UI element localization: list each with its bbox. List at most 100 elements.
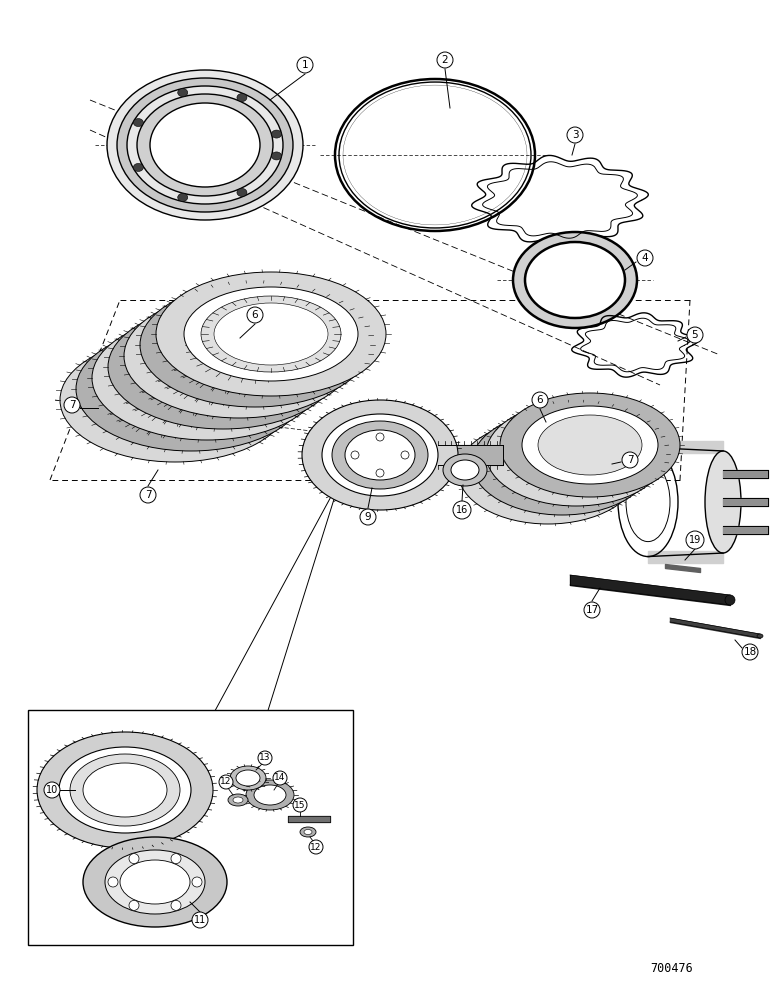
- Ellipse shape: [37, 732, 213, 848]
- Ellipse shape: [76, 327, 306, 451]
- Ellipse shape: [524, 424, 628, 484]
- Ellipse shape: [304, 830, 312, 834]
- Ellipse shape: [59, 747, 191, 833]
- Circle shape: [171, 900, 181, 910]
- Circle shape: [622, 452, 638, 468]
- Ellipse shape: [236, 770, 260, 786]
- Ellipse shape: [108, 305, 338, 429]
- Circle shape: [376, 433, 384, 441]
- Ellipse shape: [237, 188, 247, 196]
- Ellipse shape: [178, 193, 188, 201]
- Text: 5: 5: [692, 330, 699, 340]
- Circle shape: [376, 469, 384, 477]
- Circle shape: [687, 327, 703, 343]
- Ellipse shape: [302, 400, 458, 510]
- Ellipse shape: [494, 424, 630, 502]
- Ellipse shape: [233, 797, 243, 803]
- Text: 7: 7: [627, 455, 633, 465]
- Circle shape: [742, 644, 758, 660]
- Circle shape: [129, 900, 139, 910]
- Circle shape: [171, 854, 181, 864]
- Ellipse shape: [757, 634, 763, 638]
- Ellipse shape: [134, 163, 144, 171]
- Circle shape: [567, 127, 583, 143]
- Ellipse shape: [725, 595, 735, 605]
- Ellipse shape: [117, 78, 293, 212]
- Ellipse shape: [92, 316, 322, 440]
- Text: 13: 13: [259, 754, 271, 762]
- Ellipse shape: [443, 454, 487, 486]
- Text: 15: 15: [294, 800, 306, 810]
- Ellipse shape: [168, 298, 342, 392]
- Circle shape: [273, 771, 287, 785]
- Text: 6: 6: [537, 395, 543, 405]
- Ellipse shape: [272, 152, 282, 160]
- Circle shape: [686, 531, 704, 549]
- Circle shape: [309, 840, 323, 854]
- Ellipse shape: [88, 353, 262, 447]
- Ellipse shape: [525, 242, 625, 318]
- Ellipse shape: [538, 415, 642, 475]
- Ellipse shape: [156, 272, 386, 396]
- Ellipse shape: [228, 794, 248, 806]
- Circle shape: [129, 854, 139, 864]
- Ellipse shape: [237, 94, 247, 102]
- Text: 11: 11: [194, 915, 206, 925]
- Circle shape: [637, 250, 653, 266]
- Text: 4: 4: [642, 253, 648, 263]
- Text: 14: 14: [274, 774, 286, 782]
- Ellipse shape: [127, 86, 283, 204]
- Ellipse shape: [230, 766, 266, 790]
- Ellipse shape: [198, 314, 312, 376]
- Ellipse shape: [134, 119, 144, 127]
- Text: 16: 16: [456, 505, 468, 515]
- Circle shape: [351, 451, 359, 459]
- Ellipse shape: [214, 303, 328, 365]
- Circle shape: [258, 751, 272, 765]
- Ellipse shape: [513, 232, 637, 328]
- Circle shape: [584, 602, 600, 618]
- Circle shape: [44, 782, 60, 798]
- Ellipse shape: [105, 362, 245, 438]
- Ellipse shape: [486, 402, 666, 506]
- Ellipse shape: [184, 287, 358, 381]
- Ellipse shape: [105, 850, 205, 914]
- Ellipse shape: [124, 294, 354, 418]
- Circle shape: [437, 52, 453, 68]
- Bar: [28, 710, 353, 945]
- Circle shape: [192, 877, 202, 887]
- Ellipse shape: [120, 331, 294, 425]
- Text: 10: 10: [46, 785, 58, 795]
- Ellipse shape: [332, 421, 428, 489]
- Circle shape: [247, 307, 263, 323]
- Text: 19: 19: [689, 535, 701, 545]
- Ellipse shape: [83, 763, 167, 817]
- Ellipse shape: [150, 347, 264, 409]
- Ellipse shape: [121, 351, 261, 427]
- Text: 18: 18: [743, 647, 757, 657]
- Ellipse shape: [137, 94, 273, 196]
- Text: 700476: 700476: [651, 962, 693, 974]
- Ellipse shape: [451, 460, 479, 480]
- Ellipse shape: [83, 837, 227, 927]
- Ellipse shape: [705, 451, 741, 553]
- Ellipse shape: [510, 433, 614, 493]
- Text: 6: 6: [252, 310, 259, 320]
- Ellipse shape: [322, 414, 438, 496]
- Circle shape: [532, 392, 548, 408]
- Ellipse shape: [60, 338, 290, 462]
- Ellipse shape: [134, 358, 248, 420]
- Text: 9: 9: [364, 512, 371, 522]
- Ellipse shape: [500, 393, 680, 497]
- Ellipse shape: [201, 296, 341, 372]
- Circle shape: [297, 57, 313, 73]
- Circle shape: [360, 509, 376, 525]
- Text: 12: 12: [310, 842, 322, 852]
- Text: 1: 1: [302, 60, 308, 70]
- Ellipse shape: [472, 411, 652, 515]
- Ellipse shape: [178, 89, 188, 97]
- Ellipse shape: [104, 342, 278, 436]
- Text: 3: 3: [572, 130, 578, 140]
- Circle shape: [453, 501, 471, 519]
- Circle shape: [401, 451, 409, 459]
